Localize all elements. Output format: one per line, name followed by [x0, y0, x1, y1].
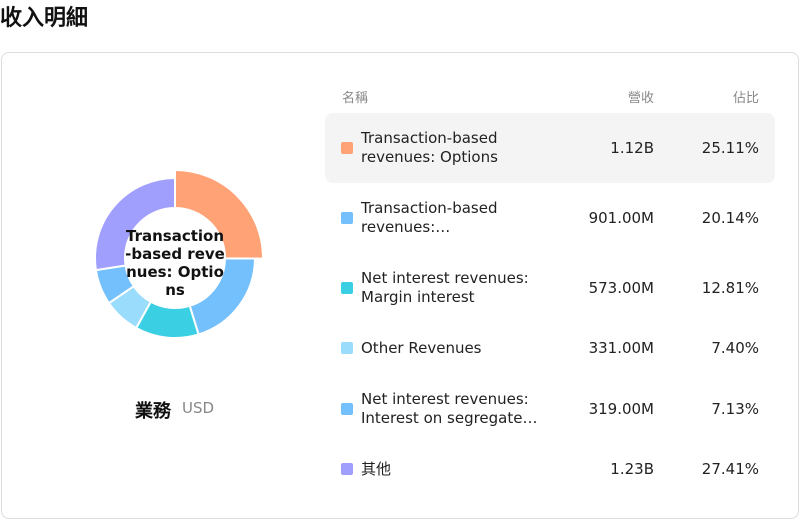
page-title: 收入明細	[0, 6, 89, 31]
row-highlight	[325, 113, 775, 183]
legend-swatch	[341, 342, 353, 354]
row-percent: 12.81%	[701, 279, 759, 297]
header: 營收	[627, 91, 654, 106]
legend-swatch	[341, 212, 353, 224]
header: 名稱	[342, 91, 369, 106]
currency: USD	[182, 399, 215, 417]
header: 佔比	[732, 91, 759, 106]
row-revenue: 1.23B	[610, 460, 654, 478]
legend-swatch	[341, 142, 353, 154]
row-percent: 7.40%	[711, 339, 759, 357]
row-name: Transaction-based revenues:…	[361, 199, 498, 236]
slice	[174, 168, 264, 260]
row-percent: 7.13%	[711, 400, 759, 418]
row-revenue: 1.12B	[610, 139, 654, 157]
row-percent: 25.11%	[701, 139, 759, 157]
row-name: 其他	[361, 459, 392, 478]
row-name: Transaction-based revenues: Options	[361, 129, 498, 166]
row-percent: 27.41%	[701, 460, 759, 478]
row-name: Other Revenues	[361, 338, 482, 357]
row-revenue: 331.00M	[588, 339, 654, 357]
row-name: Net interest revenues: Interest on segre…	[361, 390, 538, 427]
center-label: Transaction-based revenues: Options	[125, 227, 225, 299]
row-revenue: 573.00M	[588, 279, 654, 297]
card	[1, 52, 799, 519]
legend-swatch	[341, 282, 353, 294]
slice	[94, 176, 176, 272]
legend-swatch	[341, 463, 353, 475]
row-percent: 20.14%	[701, 209, 759, 227]
row-revenue: 319.00M	[588, 400, 654, 418]
segment-label: 業務	[135, 401, 171, 422]
row-name: Net interest revenues: Margin interest	[361, 269, 529, 306]
legend-swatch	[341, 403, 353, 415]
row-revenue: 901.00M	[588, 209, 654, 227]
